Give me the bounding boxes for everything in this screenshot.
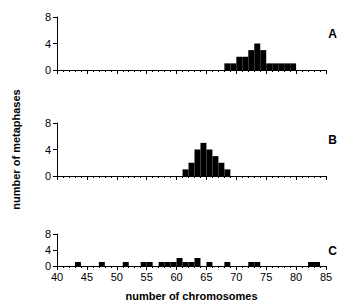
svg-text:0: 0 [45, 170, 51, 182]
svg-text:4: 4 [45, 144, 51, 156]
svg-text:8: 8 [45, 228, 51, 240]
svg-text:0: 0 [45, 64, 51, 76]
svg-text:4: 4 [45, 244, 51, 256]
svg-text:8: 8 [45, 117, 51, 129]
svg-text:70: 70 [230, 271, 242, 283]
svg-text:50: 50 [111, 271, 123, 283]
svg-text:0: 0 [44, 260, 51, 272]
svg-text:75: 75 [260, 271, 272, 283]
svg-text:85: 85 [320, 271, 332, 283]
svg-text:A: A [328, 27, 337, 41]
svg-text:40: 40 [51, 271, 63, 283]
svg-text:65: 65 [200, 271, 212, 283]
svg-text:60: 60 [170, 271, 182, 283]
svg-text:4: 4 [45, 38, 51, 50]
svg-text:B: B [328, 133, 337, 147]
svg-text:55: 55 [141, 271, 153, 283]
svg-text:number of metaphases: number of metaphases [10, 89, 22, 209]
svg-text:8: 8 [45, 11, 51, 23]
svg-text:45: 45 [81, 271, 93, 283]
svg-text:80: 80 [290, 271, 302, 283]
svg-text:number of chromosomes: number of chromosomes [125, 290, 257, 302]
svg-text:C: C [328, 244, 337, 258]
